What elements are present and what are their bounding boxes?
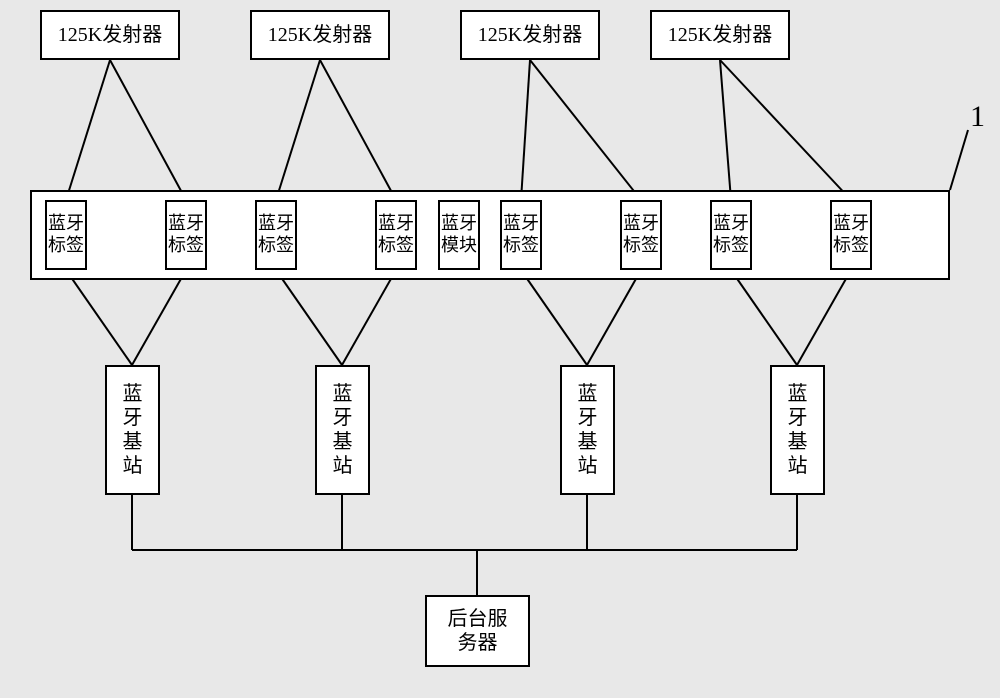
transmitter-2: 125K发射器 (460, 10, 600, 60)
bt-tag-8: 蓝牙标签 (830, 200, 872, 270)
bt-tag-1: 蓝牙标签 (165, 200, 207, 270)
bt-tag-6: 蓝牙标签 (620, 200, 662, 270)
transmitter-0: 125K发射器 (40, 10, 180, 60)
connection-lines (0, 0, 1000, 698)
bt-base-1: 蓝牙基站 (315, 365, 370, 495)
bt-base-2: 蓝牙基站 (560, 365, 615, 495)
bt-tag-5: 蓝牙标签 (500, 200, 542, 270)
bt-tag-4: 蓝牙模块 (438, 200, 480, 270)
bt-tag-7: 蓝牙标签 (710, 200, 752, 270)
annotation-1: 1 (970, 100, 985, 134)
transmitter-1: 125K发射器 (250, 10, 390, 60)
bt-tag-3: 蓝牙标签 (375, 200, 417, 270)
bt-tag-0: 蓝牙标签 (45, 200, 87, 270)
bt-base-3: 蓝牙基站 (770, 365, 825, 495)
bt-tag-2: 蓝牙标签 (255, 200, 297, 270)
backend-server: 后台服务器 (425, 595, 530, 667)
transmitter-3: 125K发射器 (650, 10, 790, 60)
bt-base-0: 蓝牙基站 (105, 365, 160, 495)
